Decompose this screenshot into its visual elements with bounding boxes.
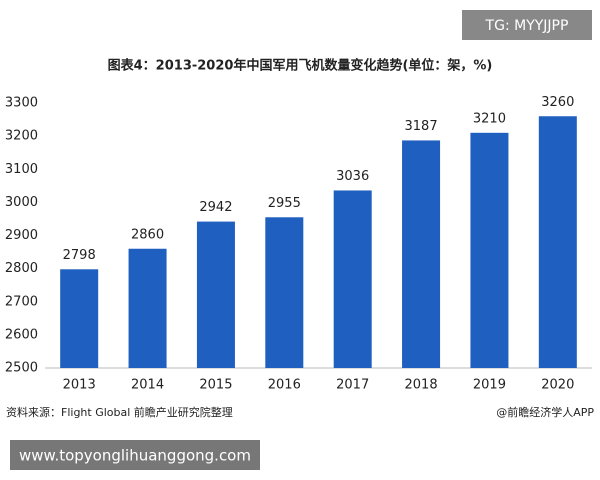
- value-label: 3036: [336, 169, 369, 184]
- x-tick-label: 2020: [541, 378, 574, 393]
- value-label: 3187: [405, 119, 438, 134]
- credit: @前瞻经济学人APP: [496, 405, 594, 419]
- bar: [333, 190, 372, 368]
- value-label: 2955: [268, 196, 301, 211]
- x-tick-label: 2013: [63, 378, 96, 393]
- y-tick-label: 2700: [5, 294, 38, 309]
- value-label: 2798: [63, 248, 96, 263]
- y-tick-label: 3200: [5, 129, 38, 144]
- y-tick-label: 2600: [5, 327, 38, 342]
- x-tick-label: 2016: [268, 378, 301, 393]
- bar: [265, 217, 304, 368]
- chart-title: 图表4：2013-2020年中国军用飞机数量变化趋势(单位：架，%): [108, 58, 493, 74]
- bar: [402, 140, 441, 368]
- y-tick-label: 2800: [5, 261, 38, 276]
- bar: [470, 132, 509, 368]
- bar: [60, 269, 99, 368]
- bar: [196, 221, 235, 368]
- x-tick-label: 2018: [405, 378, 438, 393]
- y-tick-label: 2900: [5, 228, 38, 243]
- y-tick-label: 3100: [5, 162, 38, 177]
- value-label: 3260: [541, 95, 574, 110]
- y-tick-label: 2500: [5, 361, 38, 376]
- y-tick-label: 3000: [5, 195, 38, 210]
- x-tick-label: 2017: [336, 378, 369, 393]
- tag-box: [462, 10, 592, 40]
- source-note: 资料来源：Flight Global 前瞻产业研究院整理: [6, 405, 233, 419]
- x-tick-label: 2015: [199, 378, 232, 393]
- tag-text: TG: MYYJJPP: [485, 18, 569, 34]
- value-label: 2942: [199, 200, 232, 215]
- bar: [128, 248, 167, 368]
- value-label: 2860: [131, 227, 164, 242]
- y-tick-label: 3300: [5, 96, 38, 111]
- url-box: [10, 440, 260, 470]
- url-text: www.topyonglihuanggong.com: [19, 447, 251, 465]
- value-label: 3210: [473, 111, 506, 126]
- x-tick-label: 2014: [131, 378, 164, 393]
- bar: [538, 116, 577, 368]
- x-tick-label: 2019: [473, 378, 506, 393]
